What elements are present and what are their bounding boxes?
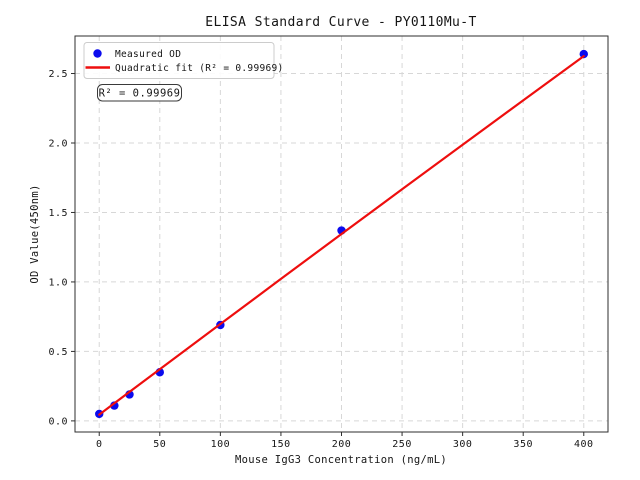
- y-tick-label: 0.0: [48, 416, 68, 427]
- x-tick-label: 0: [96, 439, 103, 450]
- x-axis-label: Mouse IgG3 Concentration (ng/mL): [235, 454, 447, 466]
- x-tick-label: 200: [332, 439, 352, 450]
- data-point: [579, 49, 588, 59]
- y-tick-label: 2.5: [48, 69, 68, 80]
- x-tick-label: 350: [513, 439, 533, 450]
- legend: Measured OD Quadratic fit (R² = 0.99969): [83, 42, 284, 79]
- x-tick-label: 50: [153, 439, 166, 450]
- x-tick-label: 300: [453, 439, 473, 450]
- legend-label-measured: Measured OD: [115, 49, 181, 60]
- legend-measured-dot-icon: [93, 49, 102, 58]
- x-tick-label: 150: [271, 439, 291, 450]
- y-tick-label: 1.5: [48, 208, 68, 219]
- fit-line: [98, 55, 585, 416]
- axis-ticks: 0 50 100 150 200 250 300 350 400 0.0 0.5 1.0 1.5 2.0 2…: [48, 69, 593, 450]
- r-squared-box: [97, 84, 182, 102]
- legend-box: [83, 42, 275, 79]
- r-squared-annotation: R² = 0.99969: [97, 84, 182, 102]
- y-tick-label: 0.5: [48, 347, 68, 358]
- x-tick-label: 100: [211, 439, 231, 450]
- data-series: [95, 49, 588, 419]
- y-axis-label: OD Value(450nm): [29, 184, 41, 283]
- y-tick-label: 1.0: [48, 277, 68, 288]
- x-tick-label: 400: [574, 439, 594, 450]
- y-tick-label: 2.0: [48, 138, 68, 149]
- chart-title: ELISA Standard Curve - PY0110Mu-T: [205, 15, 476, 30]
- legend-label-fit: Quadratic fit (R² = 0.99969): [115, 63, 284, 74]
- x-tick-label: 250: [392, 439, 412, 450]
- r-squared-text: R² = 0.99969: [99, 88, 181, 100]
